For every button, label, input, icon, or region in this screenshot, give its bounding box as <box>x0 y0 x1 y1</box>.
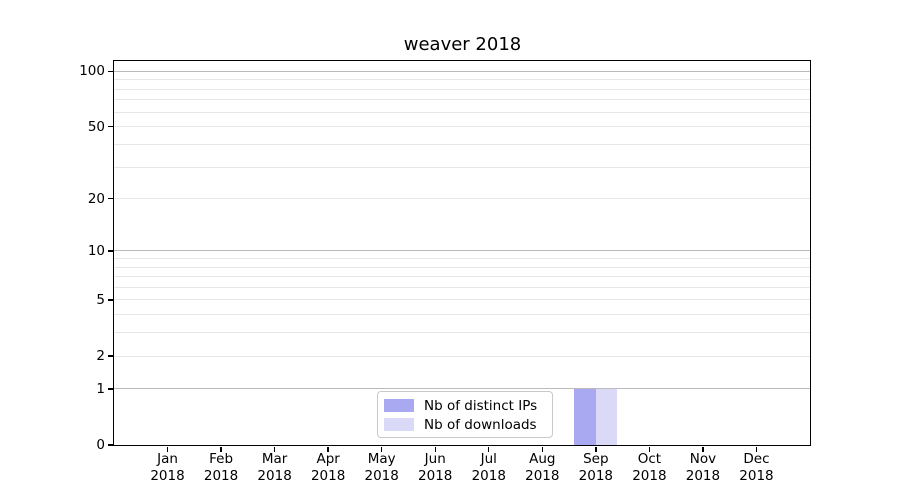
x-tick-year: 2018 <box>685 468 721 484</box>
x-tick-month: Sep <box>583 451 609 467</box>
gridline <box>114 166 810 168</box>
gridline <box>114 79 810 81</box>
gridline <box>114 143 810 145</box>
legend: Nb of distinct IPs Nb of downloads <box>377 391 553 438</box>
x-tick-year: 2018 <box>203 468 239 484</box>
legend-item: Nb of distinct IPs <box>384 397 545 414</box>
y-tick-mark <box>107 250 113 252</box>
axes-layer: 0 1 2 5 10 20 50 100 Jan 2018 Feb 2018 Mar 2018 Apr 201… <box>79 61 810 484</box>
y-tick-mark <box>107 126 113 128</box>
x-tick-label: Aug 2018 <box>507 451 577 485</box>
x-tick-label: Sep 2018 <box>561 451 631 485</box>
x-tick-label: Jun 2018 <box>400 451 470 485</box>
y-tick-label: 0 <box>96 437 105 453</box>
gridline <box>114 99 810 101</box>
legend-item: Nb of downloads <box>384 416 545 433</box>
bars-layer <box>114 61 810 445</box>
x-tick-mark <box>380 446 383 452</box>
x-tick-month: Aug <box>529 451 556 467</box>
x-tick-month: Oct <box>637 451 662 467</box>
x-tick-year: 2018 <box>257 468 292 484</box>
x-tick-label: Apr 2018 <box>293 451 363 485</box>
x-tick-mark <box>488 446 490 452</box>
gridline <box>114 126 810 128</box>
x-tick-label: Jul 2018 <box>454 451 524 485</box>
legend-label: Nb of distinct IPs <box>424 397 538 414</box>
gridline <box>114 266 810 268</box>
legend-swatch <box>384 418 414 431</box>
x-tick-mark <box>273 446 276 452</box>
x-tick-month: Jan <box>157 451 178 467</box>
x-tick-mark <box>541 446 543 452</box>
x-tick-mark <box>434 446 436 452</box>
gridline <box>114 286 810 288</box>
gridline <box>114 258 810 260</box>
x-tick-mark <box>595 446 597 452</box>
x-tick-year: 2018 <box>578 468 614 484</box>
y-tick-mark <box>107 70 113 73</box>
x-tick-month: Nov <box>689 451 717 467</box>
x-tick-label: Oct 2018 <box>614 451 684 485</box>
x-tick-year: 2018 <box>310 468 346 484</box>
x-tick-label: May 2018 <box>347 451 417 485</box>
bar <box>595 388 618 445</box>
chart-title: weaver 2018 <box>403 34 522 55</box>
x-tick-year: 2018 <box>525 468 560 484</box>
x-tick-label: Nov 2018 <box>668 451 738 485</box>
x-tick-month: Feb <box>209 451 234 467</box>
gridline <box>114 70 810 72</box>
x-tick-mark <box>755 446 758 452</box>
y-tick-label: 2 <box>96 348 105 365</box>
gridline <box>114 276 810 278</box>
x-tick-month: Dec <box>743 451 770 467</box>
x-tick-year: 2018 <box>471 468 506 484</box>
legend-label: Nb of downloads <box>424 416 537 433</box>
y-tick-label: 100 <box>79 63 105 80</box>
y-tick-mark <box>107 197 113 200</box>
gridlines-layer <box>114 61 810 445</box>
gridline <box>114 355 810 357</box>
x-tick-mark <box>327 446 329 452</box>
y-tick-label: 50 <box>87 118 105 135</box>
legend-swatch <box>384 399 414 412</box>
y-tick-label: 5 <box>96 291 105 308</box>
gridline <box>114 88 810 90</box>
x-tick-mark <box>702 446 704 452</box>
gridline <box>114 299 810 301</box>
y-tick-mark <box>107 299 113 301</box>
plot-area: 0 1 2 5 10 20 50 100 Jan 2018 Feb 2018 Mar 2018 Apr 201… <box>79 60 811 484</box>
y-tick-mark <box>107 444 113 446</box>
y-tick-label: 1 <box>96 380 105 397</box>
x-tick-mark <box>220 446 222 452</box>
x-tick-year: 2018 <box>632 468 667 484</box>
x-tick-year: 2018 <box>364 468 399 484</box>
x-tick-month: Mar <box>261 451 288 467</box>
gridline <box>114 250 810 252</box>
x-tick-label: Dec 2018 <box>721 451 791 485</box>
x-tick-month: Apr <box>316 451 340 467</box>
x-tick-mark <box>648 446 651 452</box>
gridline <box>114 111 810 113</box>
y-tick-label: 20 <box>87 190 105 207</box>
bar <box>574 388 596 445</box>
x-tick-month: Jun <box>424 451 446 467</box>
y-tick-mark <box>107 388 113 390</box>
x-tick-month: May <box>367 451 396 467</box>
x-tick-year: 2018 <box>150 468 185 484</box>
gridline <box>114 198 810 200</box>
gridline <box>114 314 810 316</box>
x-tick-mark <box>166 446 169 452</box>
x-tick-year: 2018 <box>739 468 774 484</box>
x-tick-year: 2018 <box>418 468 453 484</box>
x-tick-label: Jan 2018 <box>133 451 203 485</box>
x-tick-month: Jul <box>480 451 497 467</box>
x-tick-label: Feb 2018 <box>186 451 256 485</box>
gridline <box>114 388 810 390</box>
x-tick-label: Mar 2018 <box>240 451 310 485</box>
gridline <box>114 332 810 334</box>
y-tick-label: 10 <box>87 242 105 259</box>
y-tick-mark <box>107 355 113 357</box>
